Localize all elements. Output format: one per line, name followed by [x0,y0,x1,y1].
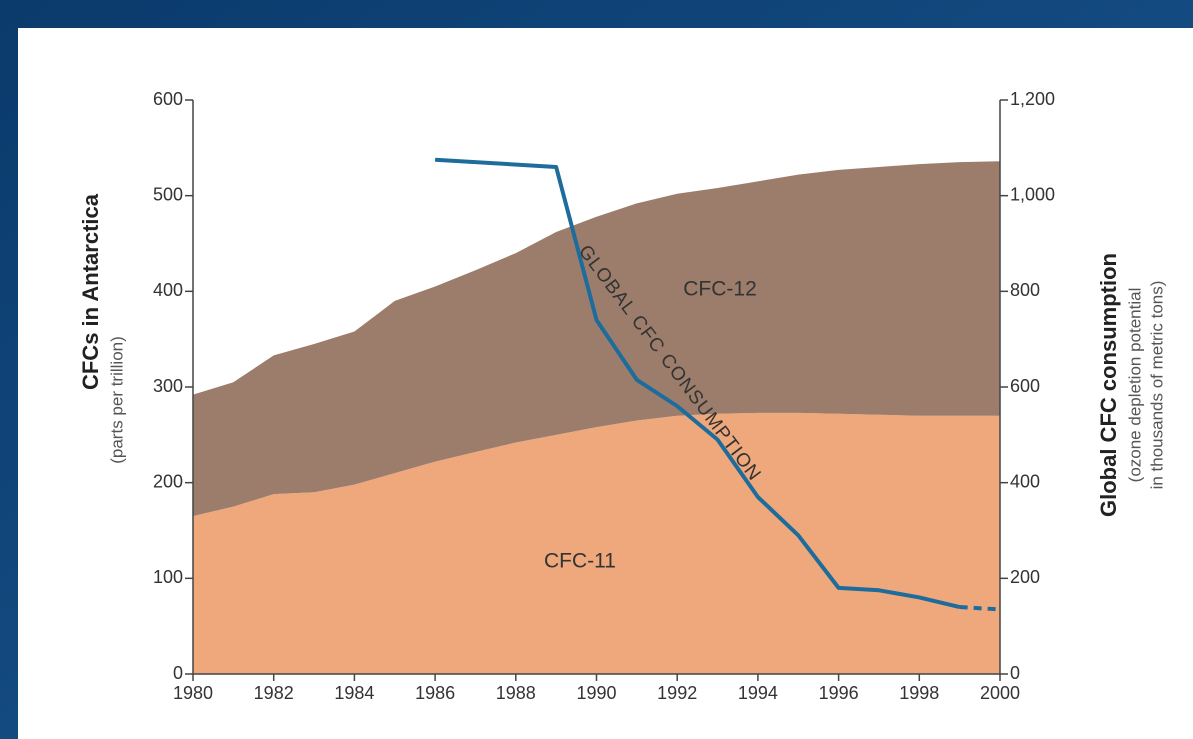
y2-axis-subtitle: in thousands of metric tons) [1147,281,1166,490]
line-projection [959,605,1001,612]
y-tick-label: 0 [173,663,183,683]
x-tick-label: 1982 [254,683,294,703]
y2-tick-label: 200 [1010,567,1040,587]
x-tick-label: 1986 [415,683,455,703]
area-label: CFC-12 [683,278,757,301]
x-tick-label: 1990 [576,683,616,703]
y2-tick-label: 400 [1010,471,1040,491]
y2-tick-label: 1,200 [1010,89,1055,109]
y-tick-label: 400 [153,280,183,300]
x-tick-label: 1994 [738,683,778,703]
y-tick-label: 300 [153,376,183,396]
plot [193,157,1001,674]
y2-tick-label: 600 [1010,376,1040,396]
y-axis-title: CFCs in Antarctica [78,193,103,390]
x-tick-label: 1992 [657,683,697,703]
y2-tick-label: 800 [1010,280,1040,300]
area [193,161,1000,517]
x-tick-label: 1988 [496,683,536,703]
x-tick-label: 2000 [980,683,1020,703]
line [434,157,961,609]
x-tick-label: 1980 [173,683,213,703]
y-tick-label: 200 [153,471,183,491]
y-tick-label: 100 [153,567,183,587]
x-tick-label: 1984 [334,683,374,703]
x-tick-label: 1998 [899,683,939,703]
y-tick-label: 500 [153,184,183,204]
y-tick-label: 600 [153,89,183,109]
y2-axis-title: Global CFC consumption [1096,253,1121,517]
area-label: CFC-11 [544,550,616,573]
y2-axis-subtitle: (ozone depletion potential [1125,288,1144,483]
y2-tick-label: 1,000 [1010,184,1055,204]
y2-tick-label: 0 [1010,663,1020,683]
y-axis-subtitle: (parts per trillion) [107,336,126,464]
x-tick-label: 1996 [819,683,859,703]
area [193,412,1000,674]
